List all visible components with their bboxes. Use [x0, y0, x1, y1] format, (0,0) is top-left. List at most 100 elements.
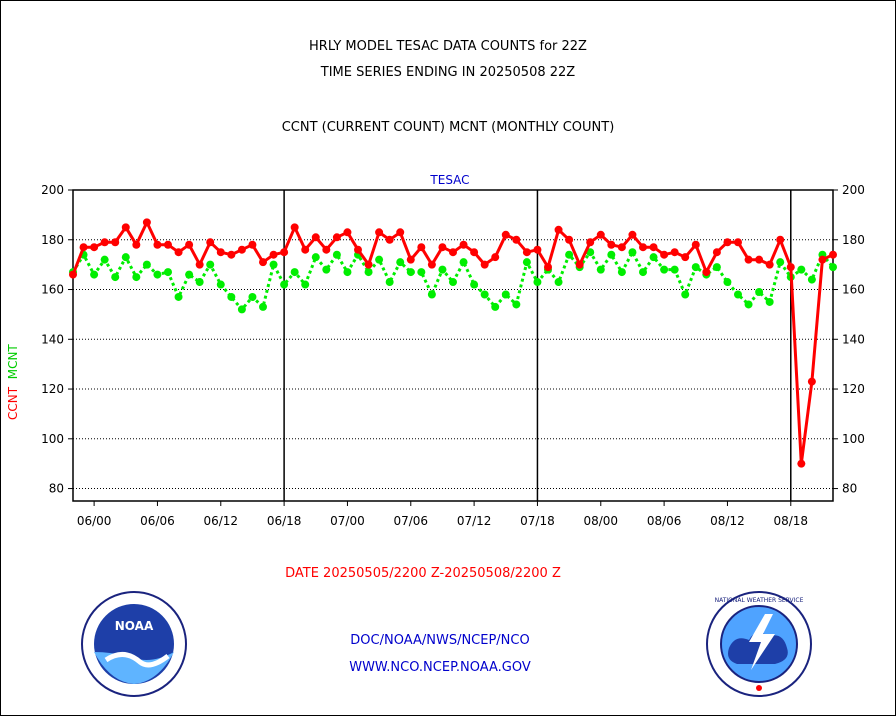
credit-line-website: WWW.NCO.NCEP.NOAA.GOV	[349, 660, 531, 675]
x-tick-label: 06/00	[77, 514, 112, 528]
data-point-ccnt	[449, 248, 457, 257]
data-point-mcnt	[121, 253, 130, 262]
data-point-ccnt	[227, 250, 236, 259]
data-point-mcnt	[396, 258, 405, 267]
nws-logo-text: NATIONAL WEATHER SERVICE	[715, 597, 804, 604]
y-tick-label-right: 180	[842, 233, 865, 247]
data-point-mcnt	[596, 265, 605, 274]
data-point-ccnt	[818, 255, 827, 264]
series-line-ccnt	[71, 220, 834, 466]
data-point-mcnt	[565, 250, 574, 259]
data-point-mcnt	[670, 265, 679, 274]
data-point-mcnt	[807, 275, 816, 284]
data-point-mcnt	[174, 292, 183, 301]
data-point-ccnt	[406, 255, 415, 264]
data-point-ccnt	[322, 245, 331, 254]
data-point-ccnt	[69, 270, 77, 279]
data-point-mcnt	[691, 263, 700, 272]
chart-title-line2: TIME SERIES ENDING IN 20250508 22Z	[320, 65, 576, 80]
y-tick-label-right: 120	[842, 382, 865, 396]
data-point-mcnt	[259, 302, 267, 311]
data-point-mcnt	[185, 270, 194, 279]
data-point-mcnt	[417, 268, 426, 277]
x-tick-label: 08/00	[583, 514, 618, 528]
data-point-ccnt	[153, 240, 162, 249]
data-point-ccnt	[332, 233, 341, 242]
data-point-mcnt	[829, 263, 837, 272]
data-point-ccnt	[501, 230, 510, 239]
data-point-ccnt	[480, 260, 489, 269]
data-point-ccnt	[596, 230, 605, 239]
data-point-ccnt	[280, 248, 289, 257]
data-point-ccnt	[723, 238, 732, 247]
data-point-ccnt	[533, 245, 542, 254]
data-point-ccnt	[544, 263, 552, 272]
plot-title: TESAC	[429, 173, 469, 187]
data-point-mcnt	[322, 265, 331, 274]
data-point-mcnt	[153, 270, 162, 279]
data-point-ccnt	[586, 238, 595, 247]
data-point-mcnt	[712, 263, 721, 272]
data-point-ccnt	[670, 248, 679, 257]
data-point-ccnt	[269, 250, 278, 259]
data-point-mcnt	[290, 268, 299, 277]
y-tick-label-right: 100	[842, 432, 865, 446]
data-point-ccnt	[755, 255, 764, 264]
data-point-mcnt	[491, 302, 500, 311]
data-point-mcnt	[301, 280, 310, 289]
y-tick-label-right: 200	[842, 183, 865, 197]
data-point-mcnt	[111, 273, 120, 282]
data-point-ccnt	[512, 235, 521, 244]
series-layer	[69, 218, 837, 468]
x-tick-label: 07/12	[457, 514, 492, 528]
nws-logo: NATIONAL WEATHER SERVICE	[706, 591, 812, 697]
x-tick-label: 08/18	[773, 514, 808, 528]
data-point-ccnt	[649, 243, 658, 252]
data-point-ccnt	[575, 260, 584, 269]
data-point-ccnt	[174, 248, 183, 257]
date-range-label: DATE 20250505/2200 Z-20250508/2200 Z	[285, 566, 561, 581]
data-point-mcnt	[248, 292, 257, 301]
x-tick-label: 06/12	[203, 514, 238, 528]
data-point-mcnt	[100, 255, 109, 264]
data-point-mcnt	[501, 290, 510, 299]
data-point-ccnt	[617, 243, 626, 252]
data-point-ccnt	[248, 240, 257, 249]
y-tick-label-left: 180	[41, 233, 64, 247]
data-point-mcnt	[459, 258, 468, 267]
data-point-ccnt	[417, 243, 426, 252]
x-tick-label: 07/00	[330, 514, 365, 528]
data-point-ccnt	[364, 260, 373, 269]
y-tick-label-left: 100	[41, 432, 64, 446]
data-point-ccnt	[195, 260, 204, 269]
noaa-logo-text: NOAA	[115, 619, 154, 633]
data-point-ccnt	[142, 218, 151, 227]
x-tick-label: 07/06	[393, 514, 428, 528]
data-point-mcnt	[649, 253, 658, 262]
data-point-mcnt	[90, 270, 99, 279]
data-point-ccnt	[829, 250, 837, 259]
data-point-mcnt	[385, 278, 394, 287]
data-point-ccnt	[765, 260, 774, 269]
data-point-mcnt	[512, 300, 521, 309]
data-point-ccnt	[216, 248, 225, 257]
data-point-mcnt	[480, 290, 489, 299]
data-point-mcnt	[237, 305, 246, 314]
data-point-mcnt	[470, 280, 479, 289]
data-point-mcnt	[797, 265, 806, 274]
data-point-ccnt	[185, 240, 194, 249]
data-point-mcnt	[142, 260, 151, 269]
data-point-ccnt	[206, 238, 215, 247]
grid-lines	[73, 190, 833, 501]
data-point-mcnt	[586, 248, 595, 257]
data-point-mcnt	[533, 278, 542, 287]
data-point-ccnt	[628, 230, 637, 239]
data-point-ccnt	[164, 240, 172, 249]
data-point-mcnt	[617, 268, 626, 277]
plot-frame	[72, 189, 834, 502]
data-point-ccnt	[290, 223, 299, 232]
data-point-ccnt	[807, 377, 816, 386]
data-point-mcnt	[681, 290, 690, 299]
data-point-ccnt	[90, 243, 99, 252]
data-point-ccnt	[311, 233, 320, 242]
